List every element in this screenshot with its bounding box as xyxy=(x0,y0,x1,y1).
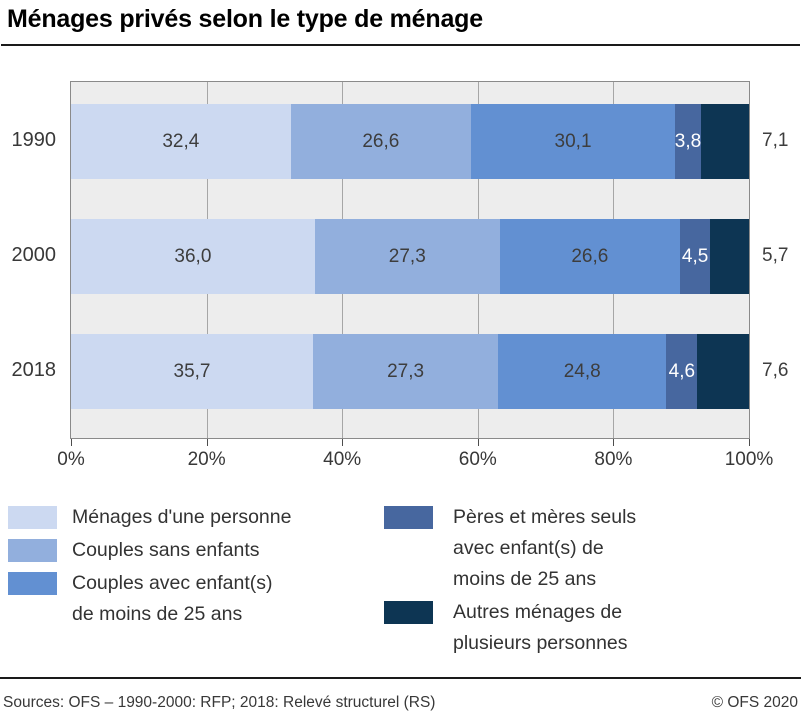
bar-segment: 35,7 xyxy=(71,334,314,409)
x-axis-tick xyxy=(342,439,344,446)
title-divider xyxy=(1,44,800,46)
x-axis-tick-label: 20% xyxy=(187,449,226,470)
legend-column-right: Pères et mères seuls avec enfant(s) de m… xyxy=(384,502,684,661)
x-axis-tick xyxy=(613,439,615,446)
legend-swatch xyxy=(8,539,57,562)
bar-segment: 27,3 xyxy=(314,219,500,294)
bar-value-label: 35,7 xyxy=(173,360,211,382)
bar-value-label: 4,6 xyxy=(668,360,696,382)
x-axis-tick-label: 40% xyxy=(323,449,362,470)
legend-label: Couples avec enfant(s) de moins de 25 an… xyxy=(72,572,273,625)
bar-segment: 26,6 xyxy=(499,219,680,294)
bar-row-1990: 32,4 26,6 30,1 3,8 xyxy=(71,104,749,179)
bar-value-label: 27,3 xyxy=(388,245,426,267)
bar-row-2000: 36,0 27,3 26,6 4,5 xyxy=(71,219,749,294)
x-axis-tick xyxy=(206,439,208,446)
bar-segment: 30,1 xyxy=(471,104,676,179)
bar-value-label-outside: 7,1 xyxy=(762,129,789,151)
legend-item: Ménages d'une personne xyxy=(8,502,318,533)
bar-value-label-outside: 5,7 xyxy=(762,244,789,266)
bar-value-label: 36,0 xyxy=(174,245,212,267)
plot-area: 32,4 26,6 30,1 3,8 36,0 27,3 26,6 4,5 35,7 27,3 24… xyxy=(70,81,750,439)
bar-value-label: 26,6 xyxy=(362,130,400,152)
x-axis-tick xyxy=(477,439,479,446)
bar-value-label: 27,3 xyxy=(387,360,425,382)
bar-value-label: 30,1 xyxy=(554,130,592,152)
bar-segment: 27,3 xyxy=(313,334,499,409)
y-axis-label-2000: 2000 xyxy=(11,243,57,266)
x-axis-tick xyxy=(749,439,750,446)
x-axis-tick-label: 100% xyxy=(724,449,774,470)
y-axis-label-2018: 2018 xyxy=(11,358,57,381)
bar-segment xyxy=(697,334,749,409)
x-axis-tick xyxy=(71,439,72,446)
legend-item: Autres ménages de plusieurs personnes xyxy=(384,597,684,659)
bar-segment xyxy=(700,104,749,179)
bar-value-label-outside: 7,6 xyxy=(762,359,789,381)
legend-label: Pères et mères seuls avec enfant(s) de m… xyxy=(453,506,637,590)
legend-swatch xyxy=(384,506,433,529)
bar-segment: 32,4 xyxy=(71,104,291,179)
legend-column-left: Ménages d'une personne Couples sans enfan… xyxy=(8,502,318,632)
legend-label: Couples sans enfants xyxy=(72,539,260,561)
bar-value-label: 26,6 xyxy=(571,245,609,267)
bar-segment xyxy=(710,219,749,294)
bar-segment: 4,5 xyxy=(679,219,711,294)
x-axis-tick-label: 80% xyxy=(594,449,633,470)
bar-row-2018: 35,7 27,3 24,8 4,6 xyxy=(71,334,749,409)
y-axis-label-1990: 1990 xyxy=(11,128,57,151)
legend-item: Couples sans enfants xyxy=(8,535,318,566)
bar-segment: 4,6 xyxy=(666,334,698,409)
x-axis-tick-label: 0% xyxy=(57,449,85,470)
legend-swatch xyxy=(8,506,57,529)
x-axis-tick-label: 60% xyxy=(458,449,497,470)
bar-value-label: 3,8 xyxy=(674,130,702,152)
legend-label: Ménages d'une personne xyxy=(72,506,292,528)
bar-value-label: 4,5 xyxy=(681,245,709,267)
bar-value-label: 24,8 xyxy=(563,360,601,382)
chart-footer: Sources: OFS – 1990-2000: RFP; 2018: Rel… xyxy=(0,677,801,712)
bar-segment: 36,0 xyxy=(71,219,315,294)
legend-item: Couples avec enfant(s) de moins de 25 an… xyxy=(8,568,318,630)
bar-value-label: 32,4 xyxy=(162,130,200,152)
page-title: Ménages privés selon le type de ménage xyxy=(7,5,483,33)
legend-item: Pères et mères seuls avec enfant(s) de m… xyxy=(384,502,684,595)
legend-swatch xyxy=(384,601,433,624)
bar-segment: 24,8 xyxy=(498,334,667,409)
bar-segment: 26,6 xyxy=(290,104,472,179)
bar-segment: 3,8 xyxy=(675,104,701,179)
legend-swatch xyxy=(8,572,57,595)
copyright-note: © OFS 2020 xyxy=(711,694,798,711)
source-note: Sources: OFS – 1990-2000: RFP; 2018: Rel… xyxy=(3,694,436,711)
legend-label: Autres ménages de plusieurs personnes xyxy=(453,601,628,654)
